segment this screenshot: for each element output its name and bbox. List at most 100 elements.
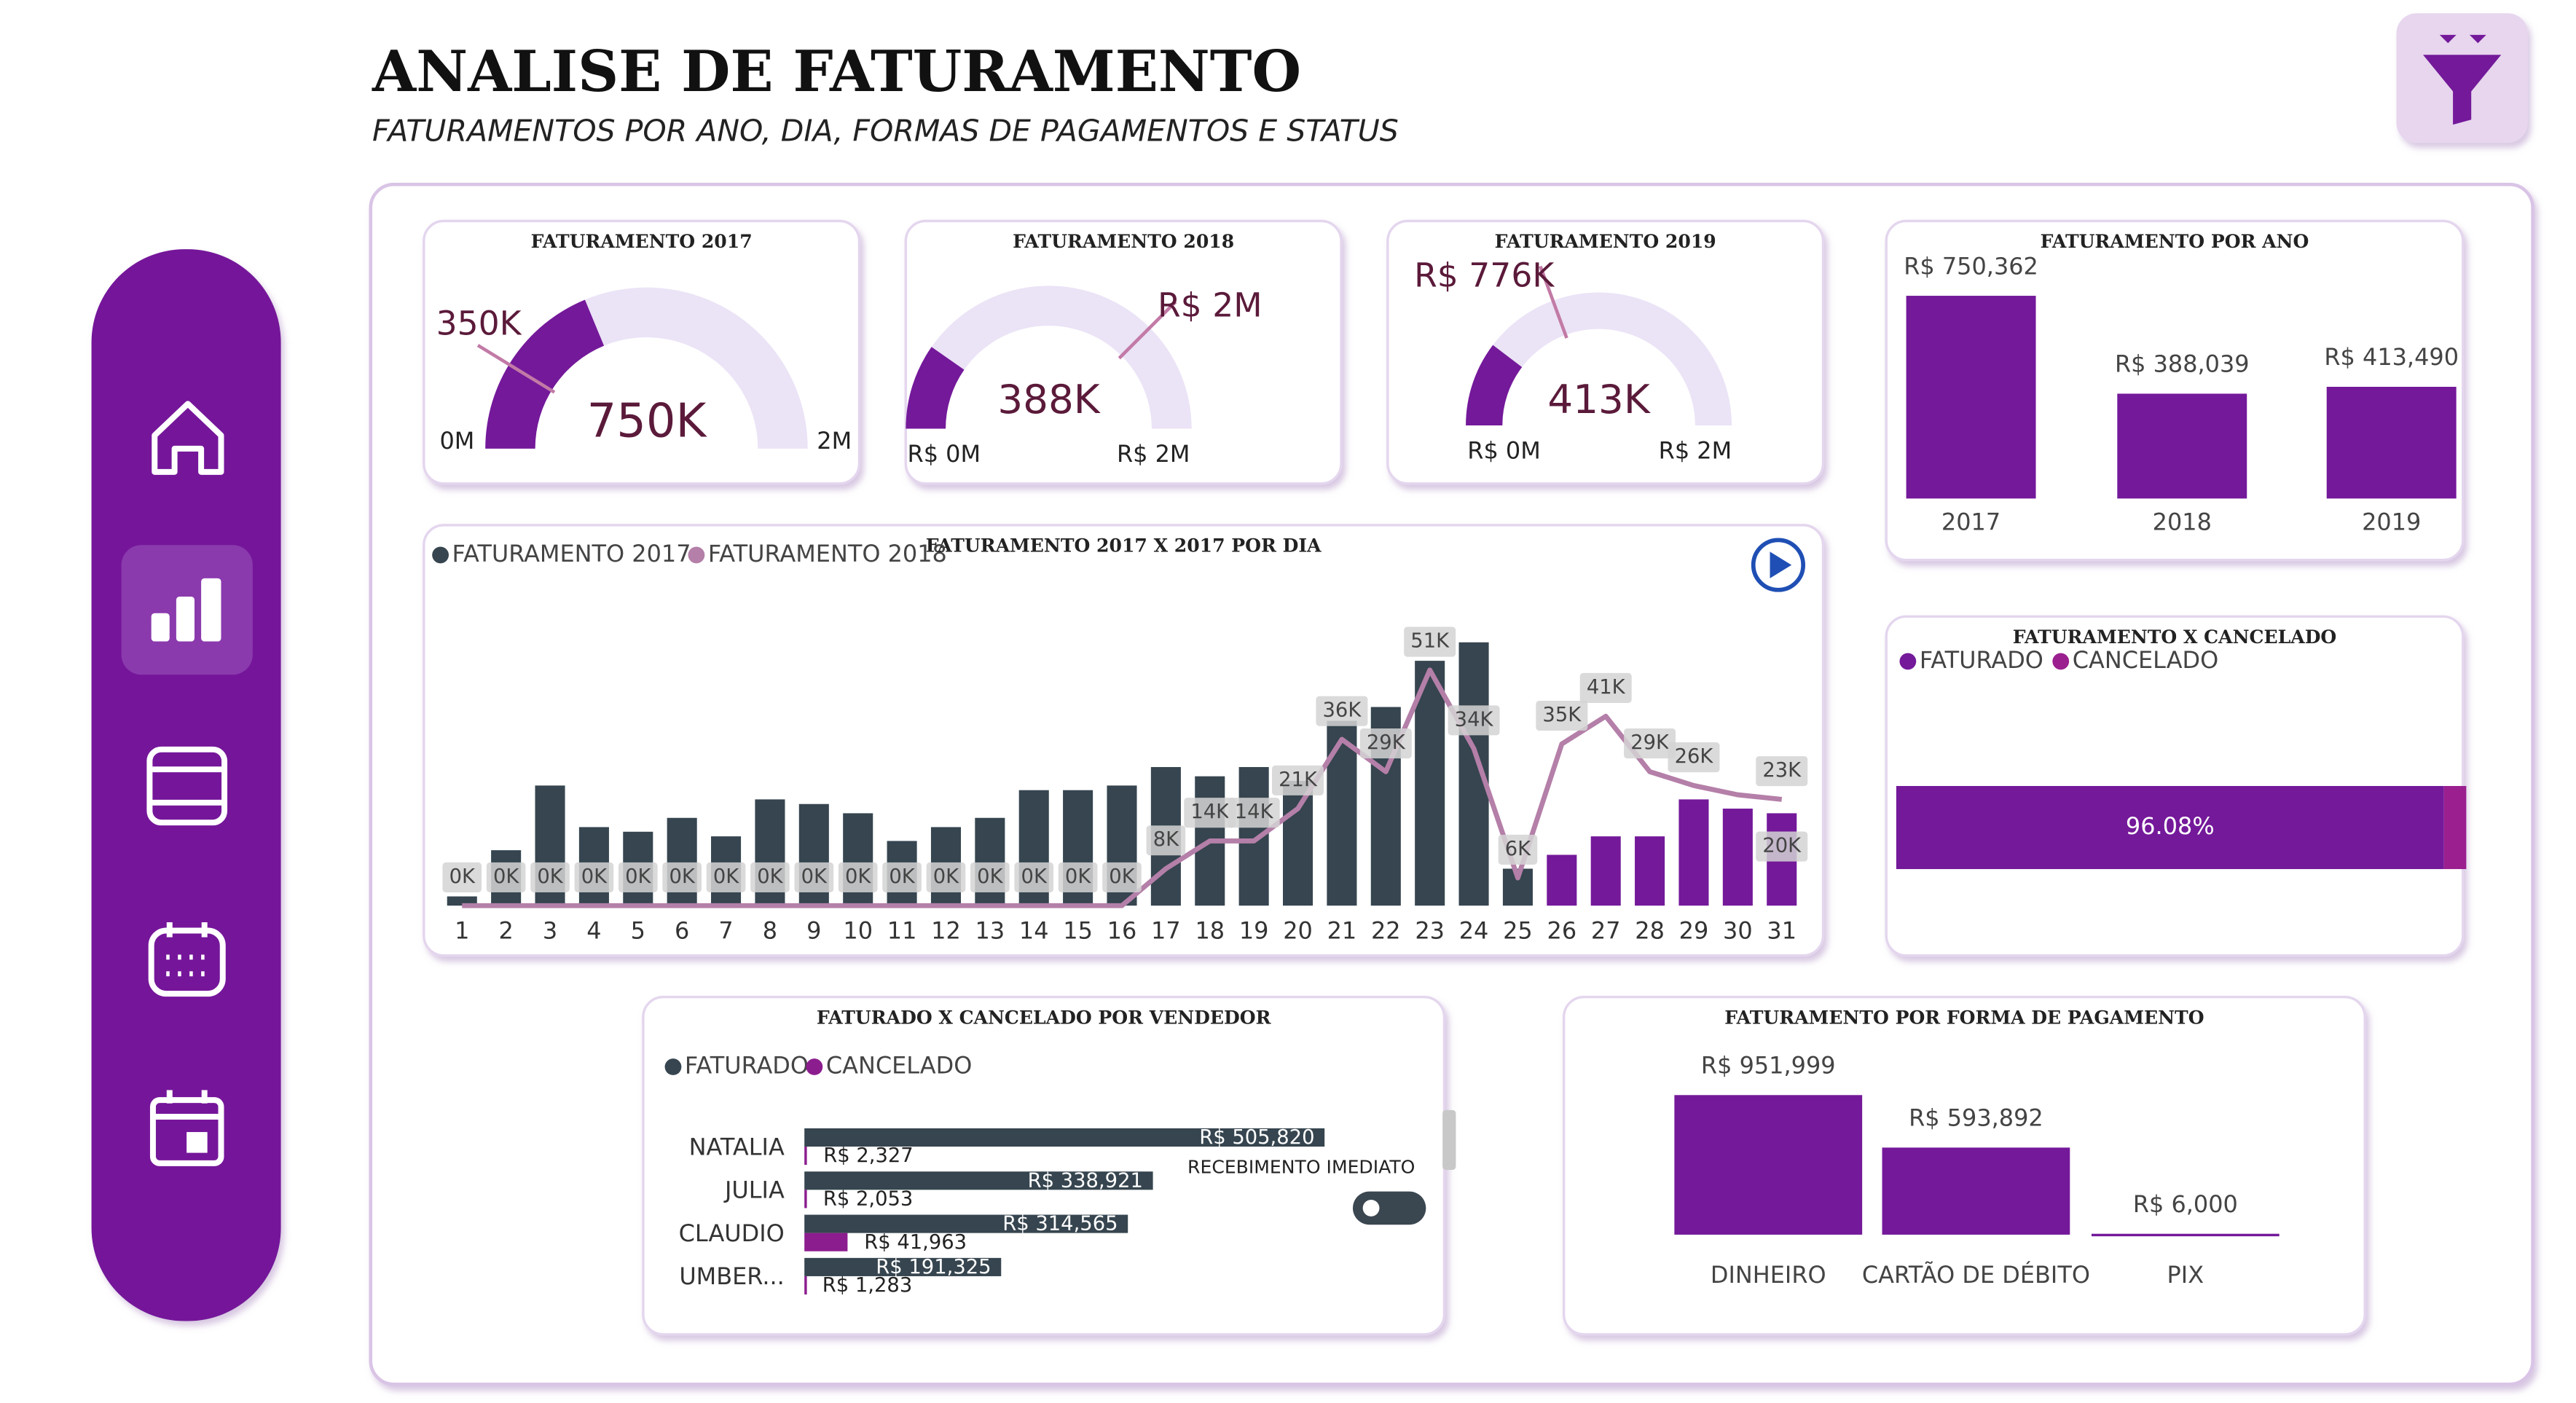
x-tick-label: PIX — [2167, 1261, 2204, 1289]
bar-segment — [1896, 785, 2444, 870]
data-label: R$ 951,999 — [1701, 1052, 1836, 1080]
line — [462, 667, 1783, 908]
page-title: ANALISE DE FATURAMENTO — [372, 39, 1301, 105]
data-label-box — [926, 862, 966, 892]
data-label-box — [1404, 626, 1456, 657]
chart-title: FATURAMENTO 2017 — [531, 230, 753, 252]
data-label: R$ 314,565 — [1002, 1213, 1118, 1235]
bar — [804, 1171, 1153, 1190]
data-label-box — [1756, 831, 1808, 862]
data-label: 29K — [1367, 731, 1406, 754]
filter-icon-arrows — [2439, 34, 2486, 44]
legend-marker — [432, 546, 449, 564]
bar — [1415, 661, 1445, 906]
legend-label: CANCELADO — [826, 1052, 973, 1080]
home-icon[interactable] — [152, 401, 224, 475]
x-tick-label: 27 — [1591, 917, 1621, 945]
gauge-value-label: 388K — [997, 376, 1101, 423]
chart-title: FATURAMENTO X CANCELADO — [2013, 626, 2337, 648]
x-tick-label: 17 — [1151, 917, 1181, 945]
data-label: 0K — [977, 865, 1003, 888]
x-tick-label: 20 — [1283, 917, 1313, 945]
gauge-target — [476, 344, 556, 394]
x-tick-label: 16 — [1107, 917, 1137, 945]
gauge-target-label: R$ 2M — [1158, 286, 1263, 325]
data-label: 0K — [1065, 865, 1091, 888]
x-tick-label: 12 — [931, 917, 961, 945]
data-label: R$ 2,327 — [823, 1144, 913, 1167]
data-label: 0K — [757, 865, 783, 888]
data-label: 14K — [1235, 801, 1274, 823]
data-label: 0K — [889, 865, 915, 888]
data-label-box — [1014, 862, 1054, 892]
chart-title: FATURAMENTO 2019 — [1495, 230, 1716, 252]
chart-icon-bar — [201, 578, 221, 642]
gauge-track — [906, 286, 1192, 429]
data-label: 0K — [933, 865, 959, 888]
gauge-target-label: R$ 776K — [1414, 256, 1555, 294]
bar — [2091, 1233, 2279, 1237]
bar — [1678, 799, 1709, 906]
data-label-box — [1102, 862, 1142, 892]
data-label: 36K — [1323, 699, 1362, 722]
y-tick-label: UMBER... — [679, 1262, 784, 1290]
data-label-box — [1228, 798, 1280, 828]
data-label: R$ 6,000 — [2133, 1190, 2238, 1218]
chart-title: FATURADO X CANCELADO POR VENDEDOR — [817, 1006, 1271, 1028]
bar — [804, 1190, 807, 1209]
chart-icon-bar — [151, 613, 170, 642]
data-label: 0K — [801, 865, 828, 888]
filter-button[interactable] — [2396, 13, 2528, 144]
calendar-dots-icon[interactable] — [148, 922, 226, 997]
x-tick-label: 19 — [1239, 917, 1269, 945]
data-label: 0K — [449, 865, 476, 888]
x-tick-label: 2019 — [2362, 508, 2421, 536]
data-label-box — [662, 862, 702, 892]
data-label-box — [1536, 700, 1588, 731]
data-label: 6K — [1505, 838, 1531, 860]
x-tick-label: 22 — [1371, 917, 1401, 945]
data-label: 21K — [1279, 769, 1318, 791]
x-tick-label: 28 — [1635, 917, 1665, 945]
x-tick-label: 4 — [586, 917, 601, 945]
data-label-box — [574, 862, 614, 892]
x-tick-label: 3 — [543, 917, 557, 945]
x-tick-label: 2 — [498, 917, 513, 945]
data-label-box — [1579, 672, 1632, 703]
data-label: 0K — [713, 865, 739, 888]
legend-marker — [806, 1058, 823, 1075]
data-label-box — [530, 862, 570, 892]
data-label: 35K — [1542, 704, 1582, 726]
legend-marker — [2052, 653, 2070, 670]
data-label-box — [1272, 765, 1324, 795]
data-label-box — [1058, 862, 1098, 892]
data-label: 0K — [581, 865, 608, 888]
gauge-value-label: 750K — [587, 394, 708, 448]
chart-title: FATURAMENTO POR ANO — [2041, 230, 2309, 252]
scrollbar — [1442, 1109, 1456, 1170]
x-tick-label: 2017 — [1941, 508, 2000, 536]
data-label-box — [1316, 696, 1368, 726]
chart-icon-bar — [176, 596, 195, 642]
card-icon[interactable] — [146, 746, 228, 826]
data-label-box — [970, 862, 1010, 892]
toggle-label: RECEBIMENTO IMEDIATO — [1187, 1157, 1415, 1178]
legend-label: FATURADO — [1920, 646, 2043, 674]
bar — [1635, 836, 1665, 906]
x-tick-label: 23 — [1415, 917, 1445, 945]
bar — [1590, 836, 1621, 906]
data-label: R$ 2,053 — [823, 1188, 913, 1211]
filter-icon[interactable] — [2423, 55, 2502, 125]
bar — [804, 1128, 1325, 1147]
data-label: R$ 338,921 — [1028, 1169, 1143, 1192]
data-label-box — [838, 862, 878, 892]
x-tick-label: 24 — [1459, 917, 1489, 945]
data-label: 0K — [669, 865, 695, 888]
calendar-icon[interactable] — [149, 1090, 224, 1166]
data-label: 8K — [1153, 828, 1179, 851]
x-tick-label: 8 — [763, 917, 777, 945]
data-label-box — [442, 862, 482, 892]
data-label: 0K — [845, 865, 871, 888]
x-tick-label: 13 — [975, 917, 1005, 945]
x-tick-label: 25 — [1503, 917, 1533, 945]
